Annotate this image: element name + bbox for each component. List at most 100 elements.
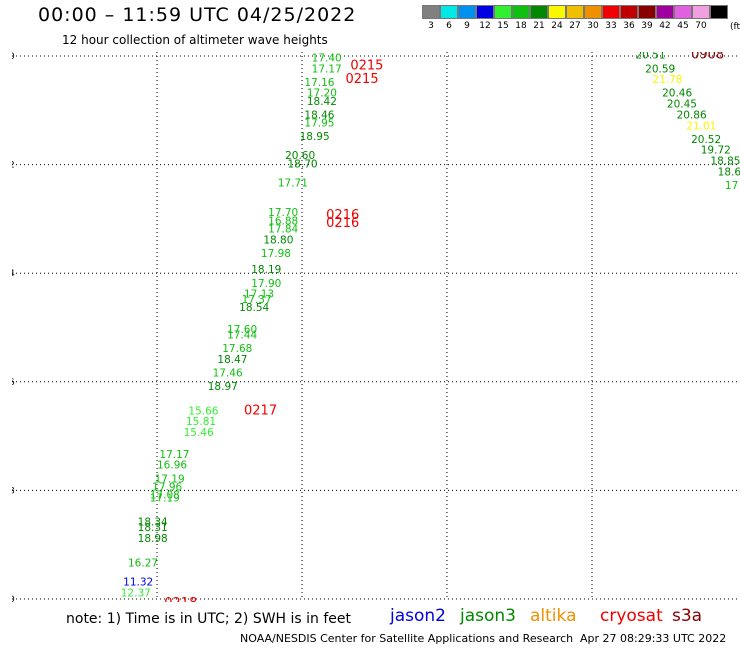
legend-swatch	[476, 5, 494, 19]
wave-height-label: 18.54	[239, 302, 269, 314]
wave-height-label: 17.71	[278, 177, 308, 189]
legend-swatch	[638, 5, 656, 19]
legend-unit: (ft)	[730, 22, 740, 32]
legend-swatch	[440, 5, 458, 19]
legend-swatch	[674, 5, 692, 19]
wave-height-label: 21.01	[686, 120, 716, 132]
legend-swatch	[422, 5, 440, 19]
wave-height-label: 20.52	[691, 134, 721, 146]
legend-swatch	[530, 5, 548, 19]
wave-height-label: 17.70	[268, 207, 298, 219]
wave-height-label: 17.20	[307, 88, 337, 100]
wave-height-label: 16.27	[128, 557, 158, 569]
satellite-altika: altika	[530, 606, 577, 626]
credit-text: NOAA/NESDIS Center for Satellite Applica…	[240, 632, 574, 645]
legend-swatch	[512, 5, 530, 19]
wave-height-label: 15.46	[184, 427, 214, 439]
wave-height-label: 17.17	[312, 63, 342, 75]
wave-height-label: 19.72	[701, 145, 731, 157]
wave-height-label: 17.19	[150, 492, 180, 504]
wave-height-label: 18.46	[304, 109, 334, 121]
altimeter-map: -60-62-64-66-68-70-165-162-159-156-153-1…	[12, 52, 740, 602]
satellite-s3a: s3a	[672, 606, 703, 626]
satellite-jason2: jason2	[390, 606, 446, 626]
lat-tick-label: -66	[12, 378, 15, 388]
wave-height-label: 17.19	[155, 473, 185, 485]
wave-height-label: 18.98	[138, 533, 168, 545]
legend-label: 12	[479, 21, 491, 31]
legend-swatch	[458, 5, 476, 19]
wave-height-label: 11.32	[123, 576, 153, 588]
wave-height-label: 20.46	[662, 88, 692, 100]
legend-color-bar	[422, 5, 728, 19]
wave-height-label: 17.40	[312, 52, 342, 64]
lat-tick-label: -64	[12, 269, 15, 279]
wave-height-label: 20.51	[636, 52, 666, 62]
wave-height-label: 20.60	[285, 150, 315, 162]
pass-time-label: 0215	[346, 72, 379, 87]
legend-swatch	[566, 5, 584, 19]
wave-height-label: 12.37	[121, 587, 151, 599]
generation-timestamp: Apr 27 08:29:33 UTC 2022	[580, 632, 727, 645]
lat-tick-label: -68	[12, 486, 15, 496]
wave-height-label: 17.98	[261, 248, 291, 260]
wave-height-label: 15.66	[188, 405, 218, 417]
wave-height-label: 17.44	[227, 329, 257, 341]
legend-label: 42	[659, 21, 671, 31]
wave-height-label: 18.42	[307, 96, 337, 108]
legend-label: 33	[605, 21, 617, 31]
wave-height-label: 12.08	[121, 601, 151, 602]
legend-label: 21	[533, 21, 545, 31]
pass-time-label: 0216	[326, 208, 359, 223]
legend-swatch	[620, 5, 638, 19]
wave-height-label: 16.88	[268, 215, 298, 227]
lat-tick-label: -60	[12, 52, 15, 62]
wave-height-label: 18.6	[718, 166, 740, 178]
legend-label: 18	[515, 21, 527, 31]
wave-height-label: 17.90	[251, 278, 281, 290]
legend-label: 45	[677, 21, 689, 31]
legend-swatch	[548, 5, 566, 19]
wave-height-label: 20.59	[645, 63, 675, 75]
wave-height-label: 18.19	[251, 264, 281, 276]
page-title: 00:00 – 11:59 UTC 04/25/2022	[38, 4, 357, 26]
pass-time-label: 0216	[326, 216, 359, 231]
legend-label: 6	[446, 21, 452, 31]
wave-height-label: 17.46	[213, 367, 243, 379]
wave-height-label: 15.81	[186, 416, 216, 428]
wave-height-label: 17	[725, 180, 738, 192]
pass-time-label: 0218	[164, 596, 197, 602]
wave-height-label: 17.08	[150, 490, 180, 502]
wave-height-label: 18.80	[263, 234, 293, 246]
legend-label: 3	[428, 21, 434, 31]
wave-height-label: 21.78	[652, 74, 682, 86]
legend-swatch	[710, 5, 728, 19]
satellite-cryosat: cryosat	[600, 606, 663, 626]
wave-height-label: 18.34	[138, 517, 168, 529]
wave-height-label: 17.16	[304, 77, 334, 89]
lat-tick-label: -70	[12, 595, 15, 602]
lat-tick-label: -62	[12, 161, 15, 171]
legend-swatch	[602, 5, 620, 19]
wave-height-label: 17.84	[268, 223, 298, 235]
legend-swatch	[584, 5, 602, 19]
page-subtitle: 12 hour collection of altimeter wave hei…	[62, 33, 328, 47]
legend-swatch	[692, 5, 710, 19]
pass-time-label: 0217	[244, 403, 277, 418]
wave-height-label: 17.13	[244, 289, 274, 301]
legend-label: 15	[497, 21, 509, 31]
legend-label: 70	[695, 21, 707, 31]
wave-height-label: 18.70	[288, 158, 318, 170]
wave-height-label: 17.37	[242, 294, 272, 306]
wave-height-label: 18.95	[300, 131, 330, 143]
pass-time-label: 0215	[350, 59, 383, 74]
wave-height-label: 17.17	[159, 449, 189, 461]
legend-swatch	[656, 5, 674, 19]
wave-height-label: 16.96	[157, 460, 187, 472]
wave-height-label: 20.45	[667, 99, 697, 111]
legend-label: 39	[641, 21, 653, 31]
legend-label: 27	[569, 21, 581, 31]
wave-height-label: 18.85	[710, 156, 740, 168]
legend-label: 36	[623, 21, 635, 31]
